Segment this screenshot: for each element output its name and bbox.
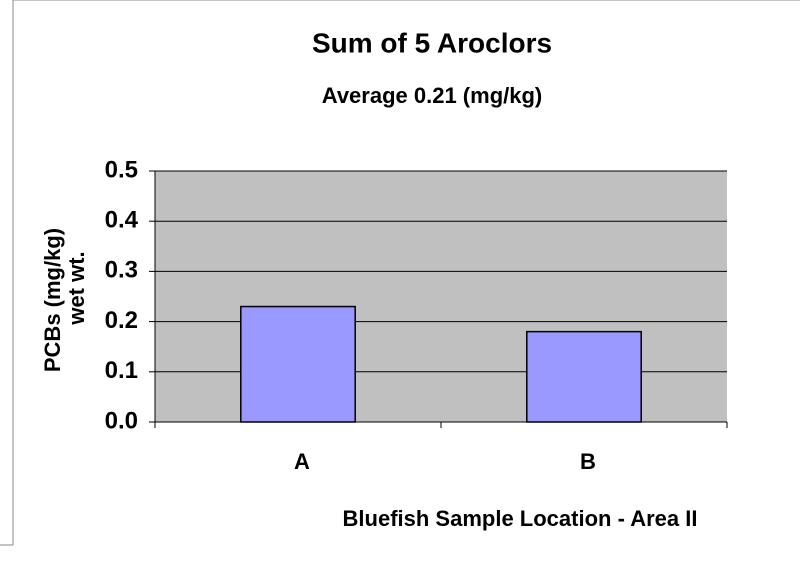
y-tick-label: 0.2 — [105, 307, 138, 334]
y-tick-label: 0.4 — [105, 207, 139, 234]
x-axis-title: Bluefish Sample Location - Area II — [343, 506, 698, 531]
x-tick-label: B — [580, 449, 596, 474]
y-axis-title: PCBs (mg/kg) — [40, 228, 65, 372]
y-tick-label: 0.0 — [105, 407, 138, 434]
y-tick-label: 0.5 — [105, 156, 138, 183]
y-axis-title: wet wt. — [64, 251, 89, 325]
x-tick-label: A — [294, 449, 310, 474]
y-tick-label: 0.1 — [105, 357, 138, 384]
bar — [240, 305, 356, 423]
chart-title: Sum of 5 Aroclors — [312, 27, 552, 58]
y-tick-label: 0.3 — [105, 257, 138, 284]
chart-subtitle: Average 0.21 (mg/kg) — [322, 83, 543, 108]
bar — [526, 330, 642, 423]
